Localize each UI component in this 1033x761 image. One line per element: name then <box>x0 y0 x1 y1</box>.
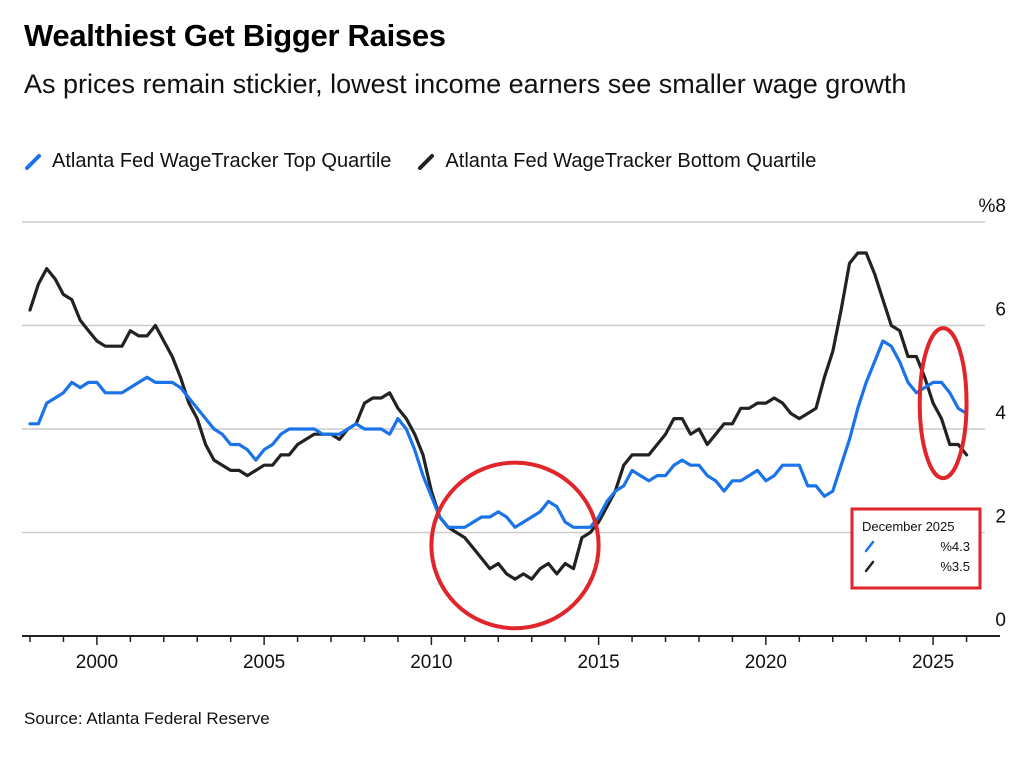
legend: Atlanta Fed WageTracker Top Quartile Atl… <box>24 150 816 173</box>
chart-subtitle: As prices remain stickier, lowest income… <box>24 69 907 99</box>
chart-title: Wealthiest Get Bigger Raises <box>24 18 446 53</box>
x-axis: 2000 2005 2010 2015 2020 2025 <box>22 635 1000 673</box>
series-lines <box>28 251 969 581</box>
legend-item-top: Atlanta Fed WageTracker Top Quartile <box>24 150 391 173</box>
annotation-swatch-bottom-icon <box>864 560 875 573</box>
legend-label-bottom: Atlanta Fed WageTracker Bottom Quartile <box>445 150 817 172</box>
x-tick-label-2010: 2010 <box>410 652 452 673</box>
x-tick-label-2020: 2020 <box>745 652 787 673</box>
y-tick-label-6: 6 <box>995 300 1006 321</box>
annotation-value-bottom: %3.5 <box>940 559 970 574</box>
legend-item-bottom: Atlanta Fed WageTracker Bottom Quartile <box>417 150 816 173</box>
y-tick-label-2: 2 <box>995 507 1006 528</box>
annotation-title: December 2025 <box>862 519 955 534</box>
series-line-bottom-quartile <box>28 251 969 581</box>
x-tick-label-2015: 2015 <box>577 652 619 673</box>
series-line-top-quartile <box>28 339 969 529</box>
x-tick-label-2000: 2000 <box>76 652 118 673</box>
latest-value-annotation: December 2025 %4.3 %3.5 <box>850 507 982 590</box>
annotation-box <box>850 507 982 590</box>
legend-label-top: Atlanta Fed WageTracker Top Quartile <box>52 150 392 172</box>
highlight-circle-2 <box>917 326 969 481</box>
legend-swatch-bottom-icon <box>418 153 435 170</box>
gridlines: %8 6 4 2 0 <box>22 196 1006 631</box>
highlight-circles <box>429 326 969 631</box>
highlight-circle-1 <box>429 460 601 631</box>
annotation-value-top: %4.3 <box>940 539 970 554</box>
annotation-swatch-top-icon <box>864 540 875 553</box>
legend-swatch-top-icon <box>25 153 41 170</box>
x-tick-label-2005: 2005 <box>243 652 285 673</box>
source-note: Source: Atlanta Federal Reserve <box>24 709 270 728</box>
y-tick-label-0: 0 <box>995 610 1006 631</box>
x-tick-label-2025: 2025 <box>912 652 954 673</box>
y-tick-label-4: 4 <box>995 403 1006 424</box>
y-tick-label-8: %8 <box>979 196 1006 217</box>
